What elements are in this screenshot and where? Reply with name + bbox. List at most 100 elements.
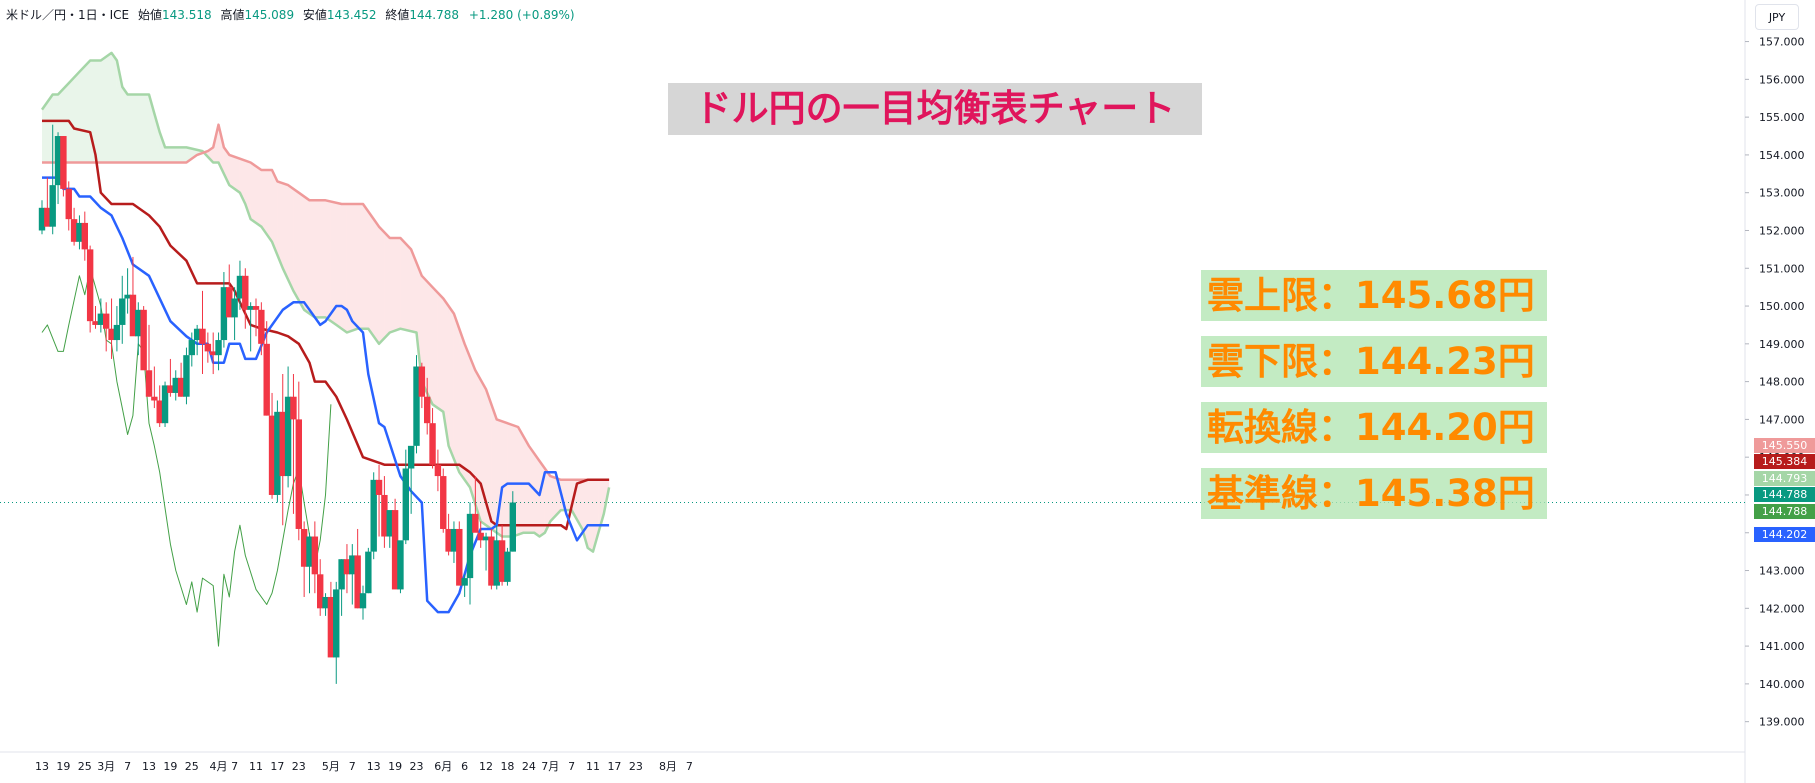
candle-body [108,328,115,341]
time-tick-label: 11 [249,760,263,773]
kijun-label: 基準線：145.38円 [1201,468,1547,519]
currency-button[interactable]: JPY [1755,4,1799,30]
cloud-segment [68,77,75,163]
cloud-segment [416,262,422,382]
time-tick-label: 19 [163,760,177,773]
cloud-segment [379,226,385,344]
time-tick-label: 6月 [434,760,452,773]
cloud-segment [470,357,476,505]
price-tick-label: 157.000 [1759,36,1805,49]
cloud-segment [42,102,48,163]
cloud-segment [395,238,401,331]
cloud-segment [261,170,267,235]
cloud-segment [352,204,358,331]
time-tick-label: 7 [124,760,131,773]
time-tick-label: 5月 [322,760,340,773]
candle-body [49,185,56,227]
cloud-segment [272,170,278,256]
time-tick-label: 8月 [659,760,677,773]
cloud-segment [106,52,112,163]
cloud-segment [534,453,540,537]
candle-body [493,540,500,586]
cloud-segment [277,181,283,269]
cloud-segment [491,404,497,533]
cloud-segment [427,281,433,405]
candle-body [119,298,126,325]
candle-body [210,351,217,356]
candlesticks [38,124,516,684]
price-tick-label: 141.000 [1759,640,1805,653]
cloud-segment [95,60,101,163]
cloud-segment [79,66,85,163]
candle-body [450,528,458,552]
cloud-segment [239,158,246,205]
time-tick-label: 13 [35,760,49,773]
cloud-segment [432,287,438,409]
cloud-segment [138,94,144,163]
time-tick-label: 3月 [97,760,115,773]
cloud-segment [502,421,508,537]
price-badge-last: 144.788 [1754,487,1815,502]
candle-body [445,528,452,552]
tenkan-label: 転換線：144.20円 [1201,402,1547,453]
time-tick-label: 17 [270,760,284,773]
cloud-segment [159,132,166,163]
candle-body [434,464,442,477]
time-tick-label: 13 [142,760,156,773]
cloud-segment [250,162,256,223]
cloud-segment [122,86,128,163]
cloud-segment [475,370,481,522]
candle-body [236,275,244,299]
candle-body [124,294,131,299]
cloud-segment [486,389,492,529]
cloud-segment [132,94,139,163]
time-tick-label: 11 [586,760,600,773]
cloud-segment [288,185,294,291]
open-label: 始値 [137,8,162,22]
low-label: 安値 [302,8,327,22]
grid-lines [0,0,1746,783]
candle-body [247,306,254,310]
candle-body [44,207,51,227]
time-axis[interactable]: 13 19 25 3月 7 13 19 25 4月 7 11 17 23 5月 7 13 19 23 6月 6 12 18… [35,760,693,773]
candle-body [70,219,78,242]
ichimoku-cloud [42,52,610,552]
cloud-segment [320,200,326,318]
cloud-segment [234,156,240,193]
cloud-lower-label: 雲下限：144.23円 [1201,336,1547,387]
candle-body [391,510,399,590]
cloud-segment [304,196,310,314]
time-tick-label: 23 [292,760,306,773]
cloud-segment [229,154,235,189]
candle-body [338,559,345,590]
cloud-segment [181,147,187,163]
candle-body [327,596,335,658]
candle-body [226,287,233,318]
price-badge-tenkan: 144.202 [1754,527,1815,542]
cloud-segment [47,94,53,163]
price-tick-label: 148.000 [1759,376,1805,389]
time-tick-label: 6 [461,760,468,773]
time-tick-label: 19 [388,760,402,773]
cloud-segment [170,147,176,163]
time-tick-label: 17 [607,760,621,773]
time-tick-label: 7 [349,760,356,773]
chart-title: ドル円の一目均衡表チャート [668,83,1202,135]
candle-body [242,275,249,310]
candle-body [129,294,137,337]
cloud-segment [459,328,465,480]
price-axis[interactable]: 139.000140.000141.000142.000143.000144.0… [1745,36,1805,729]
candle-body [359,593,367,609]
candle-body [365,551,372,594]
candle-body [290,396,297,420]
cloud-segment [577,479,583,529]
candle-body [295,419,302,529]
price-tick-label: 140.000 [1759,678,1805,691]
candle-body [103,313,110,329]
candle-body [498,540,506,582]
candle-body [167,385,174,393]
candle-body [504,551,511,582]
candle-body [333,589,340,658]
candle-body [220,287,228,341]
